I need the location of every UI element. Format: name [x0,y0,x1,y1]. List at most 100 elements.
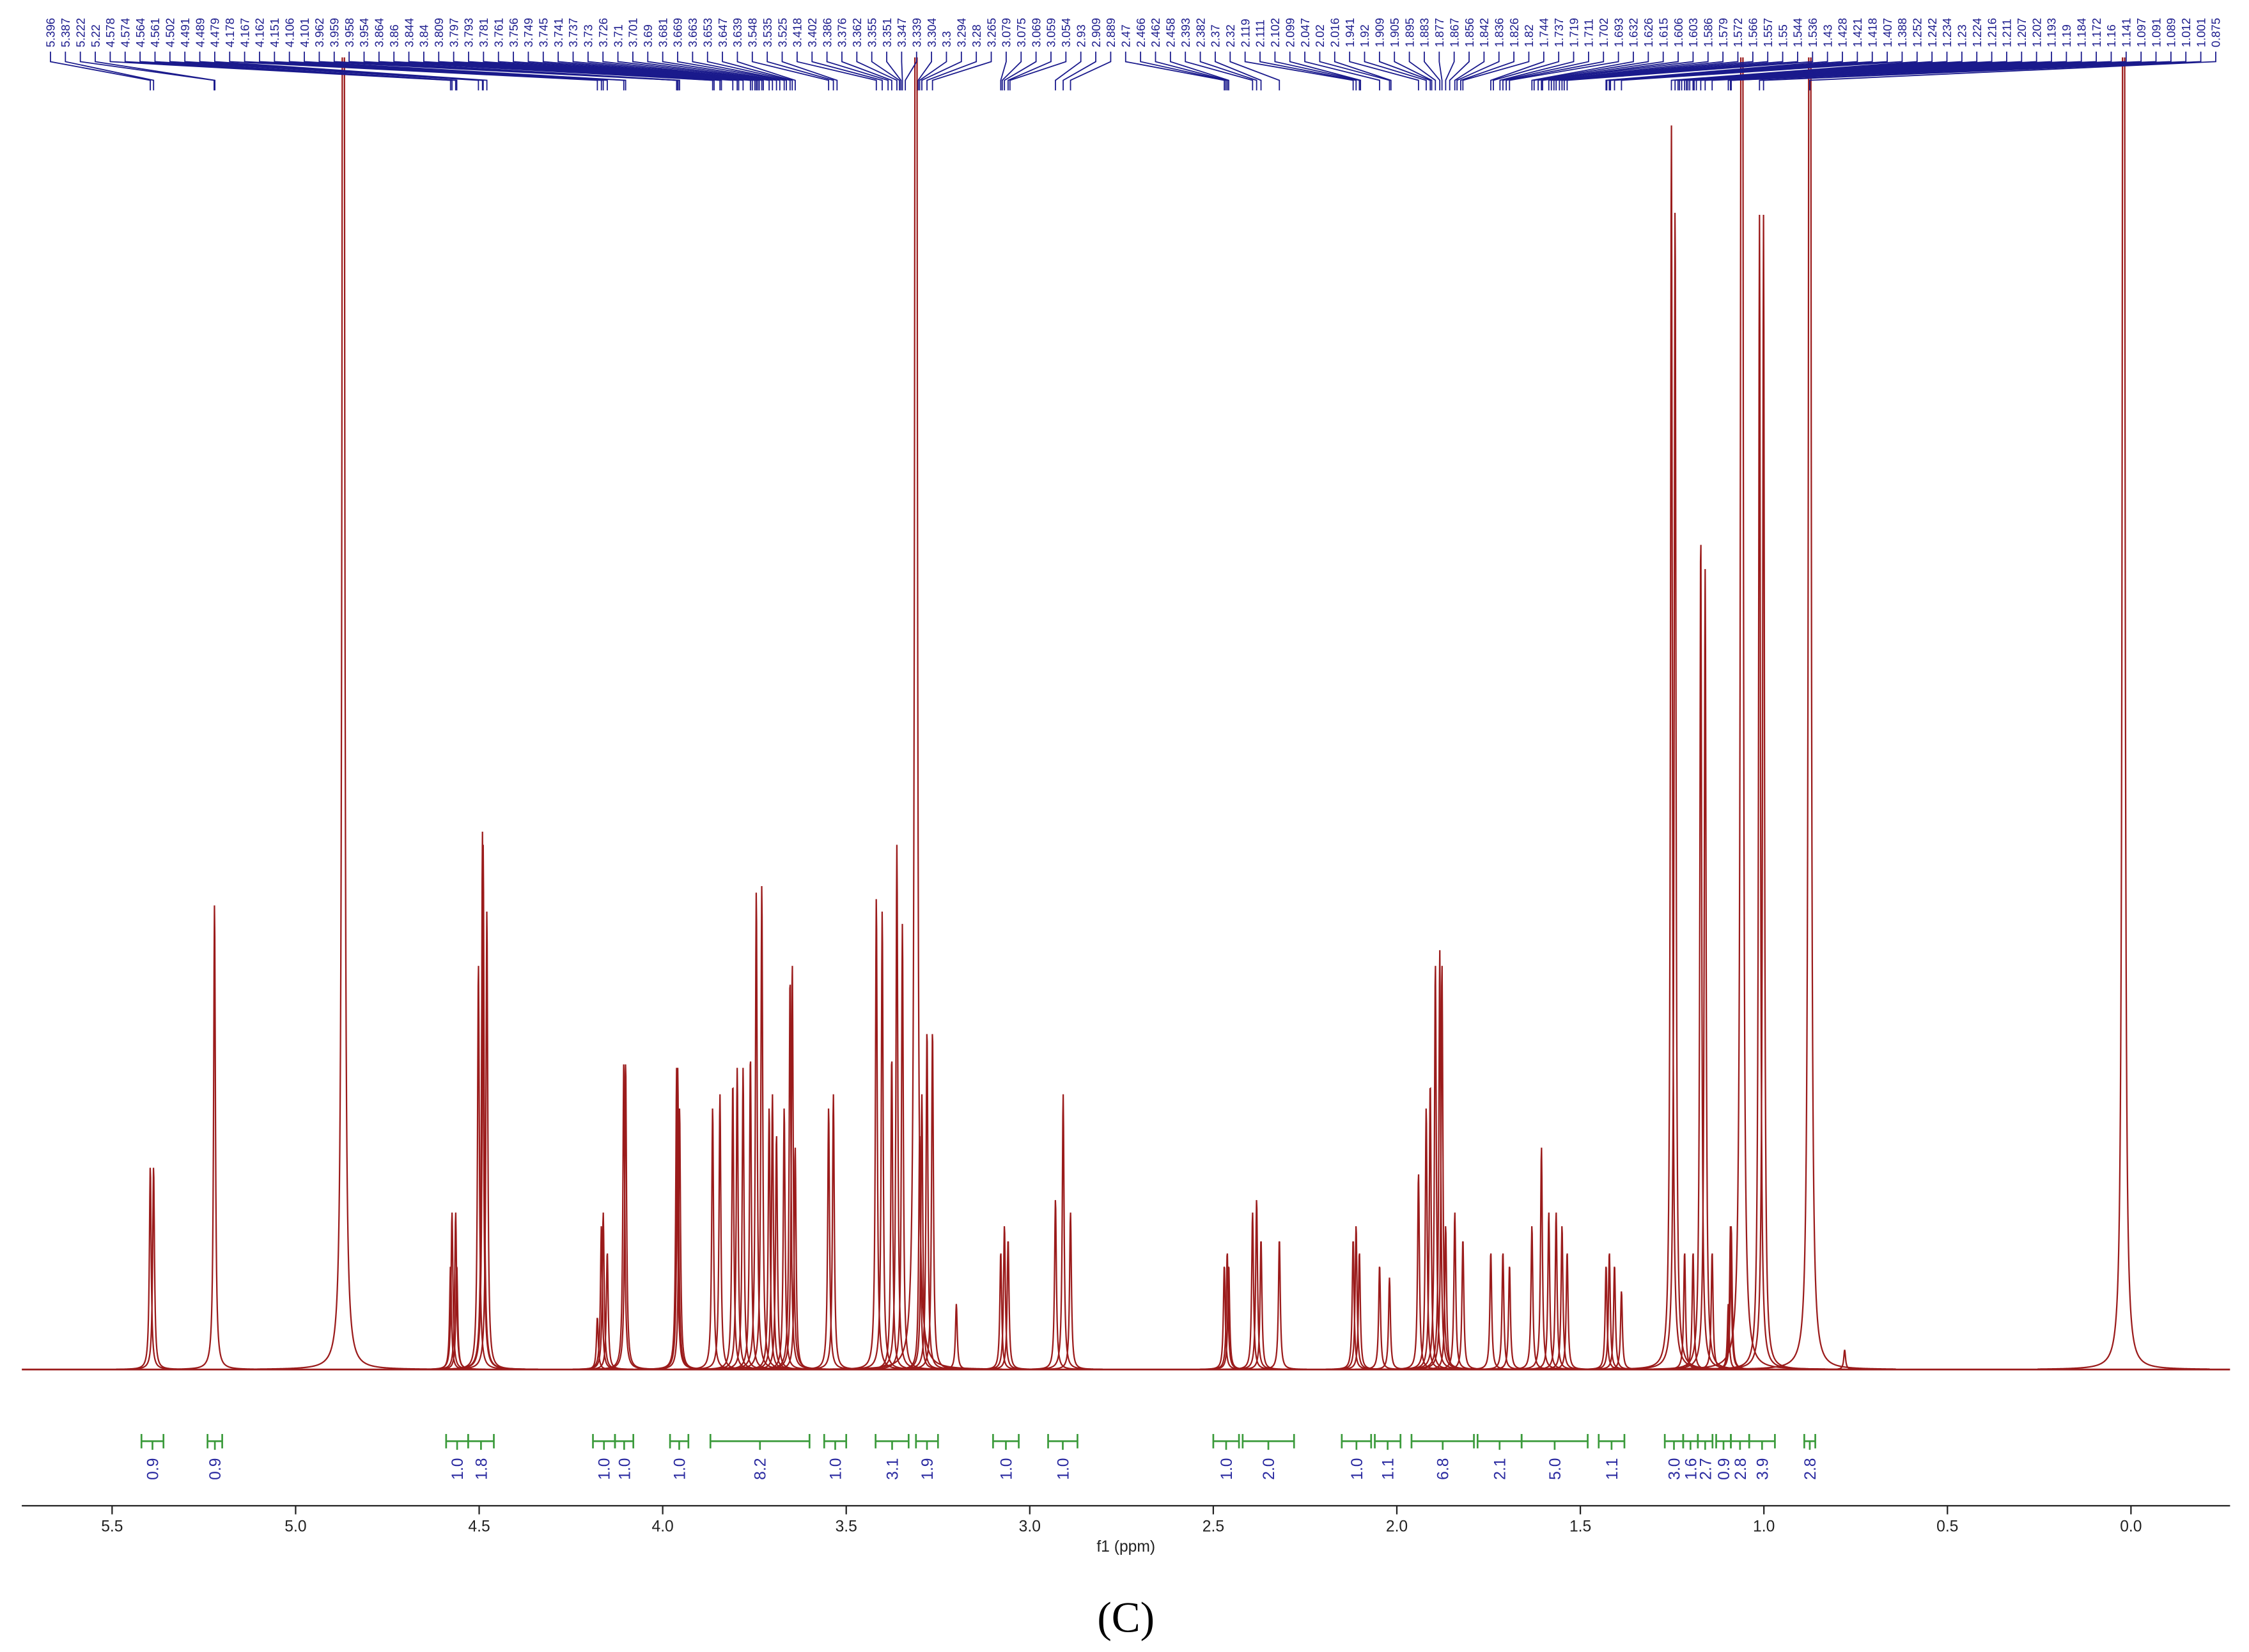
peak-label: 3.73 [582,24,595,47]
peak-label-connector [736,51,796,91]
peak-label: 2.102 [1268,18,1282,47]
peak-label-connector [1229,51,1280,91]
integral-label: 2.8 [1802,1458,1819,1480]
peak-label: 1.193 [2045,18,2058,47]
peak-label: 1.211 [2000,19,2014,47]
peak [435,911,538,1370]
peak-label-connector [926,51,977,91]
peak-label: 1.418 [1865,18,1879,47]
peak-label-connector [617,51,770,91]
peak-label: 2.462 [1149,18,1162,47]
peak-label-connector [1548,51,1709,91]
peak-label: 2.02 [1313,24,1327,47]
peak-label: 1.207 [2015,18,2028,47]
peak-label-connector [1531,51,1634,91]
peak-label: 3.797 [447,18,460,47]
peak-label: 3.653 [701,18,714,47]
peak-label: 1.626 [1642,18,1655,47]
peak-label: 1.55 [1776,24,1789,47]
peak-label: 3.386 [820,18,834,47]
peak-label-connector [1319,51,1390,91]
peak-label: 3.525 [775,18,789,47]
integral-label: 2.1 [1492,1458,1509,1480]
peak-label: 1.184 [2074,18,2088,47]
peak-label: 3.745 [537,18,550,47]
peak-label: 3.376 [836,18,849,47]
peak-label: 1.615 [1656,18,1670,47]
peak-label: 1.388 [1895,18,1909,47]
peak-label: 1.856 [1463,18,1476,47]
peak-label: 1.407 [1881,18,1894,47]
peak [974,1253,1027,1370]
peak-label-connector [751,51,830,91]
peak-label-connector [1449,51,1470,91]
peak-label-connector [1460,51,1515,91]
peak-label: 2.47 [1119,24,1133,47]
peak-label-connector [468,51,740,91]
peak-label-connector [1055,51,1082,91]
peak [257,57,430,1370]
peak-label-connector [1155,51,1228,91]
peak-label-connector [1140,51,1227,91]
peak-label-connector [1001,51,1022,91]
peak-label-connector [662,51,781,91]
peak-label: 1.216 [1985,18,1998,47]
peak-label-connector [1555,51,1754,91]
integral-bracket [1715,1434,1732,1450]
peak-label: 1.224 [1970,18,1984,47]
peak-label-connector [1008,51,1052,91]
peak [852,924,953,1370]
peak-label-connector [1499,51,1575,91]
peak-label: 3.647 [716,18,729,47]
peak-label-connector [587,51,763,91]
peak-label-connector [1610,51,1873,91]
peak-label: 4.561 [148,18,162,47]
integral-bracket [614,1434,635,1450]
integral-bracket [1212,1434,1240,1450]
x-tick-label: 2.0 [1386,1518,1408,1536]
peak-label: 1.23 [1956,24,1969,47]
peak-label-connector [1537,51,1664,91]
peak-label-connector [1614,51,1888,91]
integral-label: 8.2 [752,1458,770,1480]
peak-label-connector [1424,51,1441,91]
peak-label: 3.294 [955,18,969,47]
peak-label-connector [95,51,216,91]
peak-label: 2.909 [1089,18,1103,47]
integral-bracket [1047,1434,1078,1450]
integral-label: 5.0 [1547,1458,1564,1480]
peak [1252,1241,1307,1370]
peak [1023,1094,1103,1370]
peak-label: 1.711 [1582,19,1596,47]
peak-label-connector [826,51,889,91]
peak-label: 1.82 [1522,24,1536,47]
peak-label-connector [841,51,892,91]
peak-label-connector [199,51,484,91]
peak-label: 2.119 [1238,19,1252,47]
peak-label: 1.606 [1672,18,1685,47]
peak-label: 3.402 [805,18,819,47]
peak-label-connector [1062,51,1096,91]
peak-label: 2.099 [1283,18,1296,47]
peak-label-connector [1621,51,1903,91]
peak-label-connector [1553,51,1739,91]
peak-label-connector [1456,51,1500,91]
peak-label-connector [1364,51,1427,91]
peak-label-connector [1004,51,1037,91]
peak-label-connector [871,51,900,91]
peak-label-connector [1490,51,1545,91]
peak-label: 4.491 [178,18,192,47]
peak [790,1108,868,1370]
peak-label: 4.101 [298,18,311,47]
peak-label-connector [1509,51,1619,91]
peak [1024,1200,1087,1370]
peak-label: 5.222 [74,18,87,47]
peak-label-connector [1199,51,1257,91]
peak-label-connector [1215,51,1262,91]
peak-label: 5.387 [59,18,72,47]
peak-label: 1.693 [1612,18,1625,47]
peak-label-connector [1289,51,1362,91]
peak-label-connector [1674,51,1933,91]
peak-label-connector [557,51,759,91]
